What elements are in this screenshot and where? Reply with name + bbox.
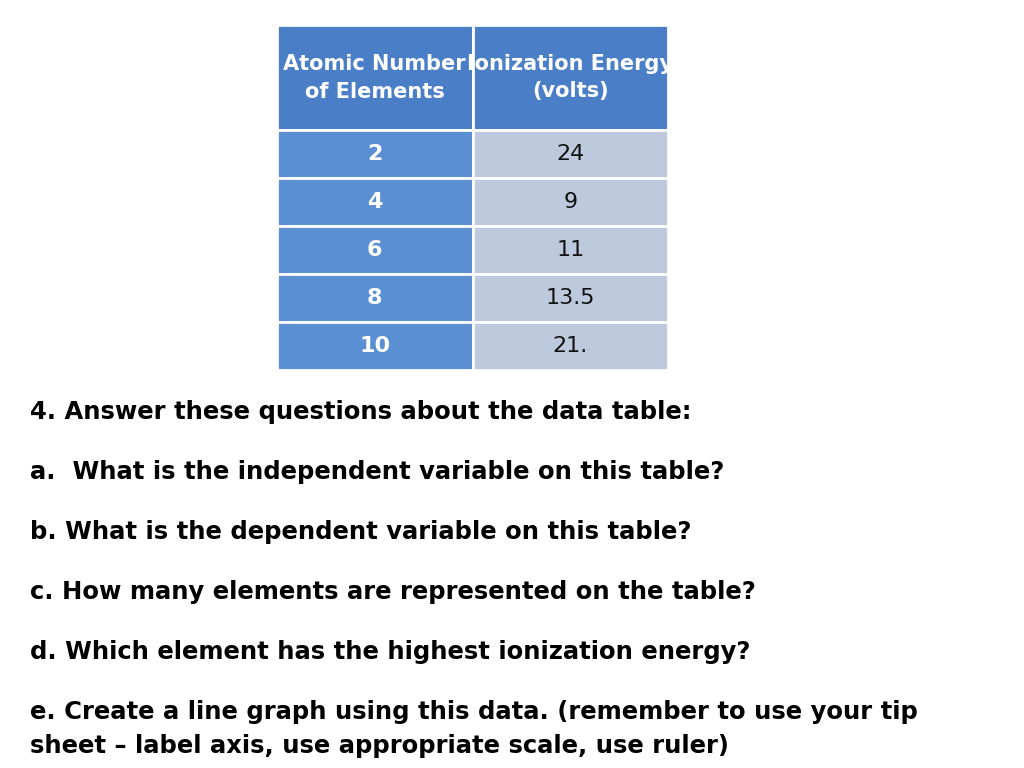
Bar bbox=[472, 25, 668, 130]
Text: 4. Answer these questions about the data table:: 4. Answer these questions about the data… bbox=[30, 400, 691, 424]
Text: 9: 9 bbox=[563, 192, 578, 212]
Text: Ionization Energy
(volts): Ionization Energy (volts) bbox=[467, 54, 673, 101]
Bar bbox=[278, 226, 472, 274]
Text: b. What is the dependent variable on this table?: b. What is the dependent variable on thi… bbox=[30, 520, 691, 544]
Text: 10: 10 bbox=[359, 336, 390, 356]
Text: 4: 4 bbox=[367, 192, 382, 212]
Bar bbox=[278, 322, 472, 370]
Text: 24: 24 bbox=[556, 144, 585, 164]
Text: e. Create a line graph using this data. (remember to use your tip
sheet – label : e. Create a line graph using this data. … bbox=[30, 700, 918, 757]
Bar bbox=[278, 130, 472, 178]
Text: a.  What is the independent variable on this table?: a. What is the independent variable on t… bbox=[30, 460, 724, 484]
Text: 8: 8 bbox=[367, 288, 383, 308]
Text: 2: 2 bbox=[367, 144, 382, 164]
Text: d. Which element has the highest ionization energy?: d. Which element has the highest ionizat… bbox=[30, 640, 751, 664]
Text: 13.5: 13.5 bbox=[546, 288, 595, 308]
Text: 21.: 21. bbox=[553, 336, 588, 356]
Bar bbox=[472, 130, 668, 178]
Bar bbox=[472, 274, 668, 322]
Bar bbox=[472, 322, 668, 370]
Text: 11: 11 bbox=[556, 240, 585, 260]
Text: 6: 6 bbox=[367, 240, 383, 260]
Text: c. How many elements are represented on the table?: c. How many elements are represented on … bbox=[30, 580, 756, 604]
Bar bbox=[278, 25, 472, 130]
Bar bbox=[278, 178, 472, 226]
Text: Atomic Number
of Elements: Atomic Number of Elements bbox=[284, 54, 466, 101]
Bar bbox=[278, 274, 472, 322]
Bar bbox=[472, 178, 668, 226]
Bar bbox=[472, 226, 668, 274]
